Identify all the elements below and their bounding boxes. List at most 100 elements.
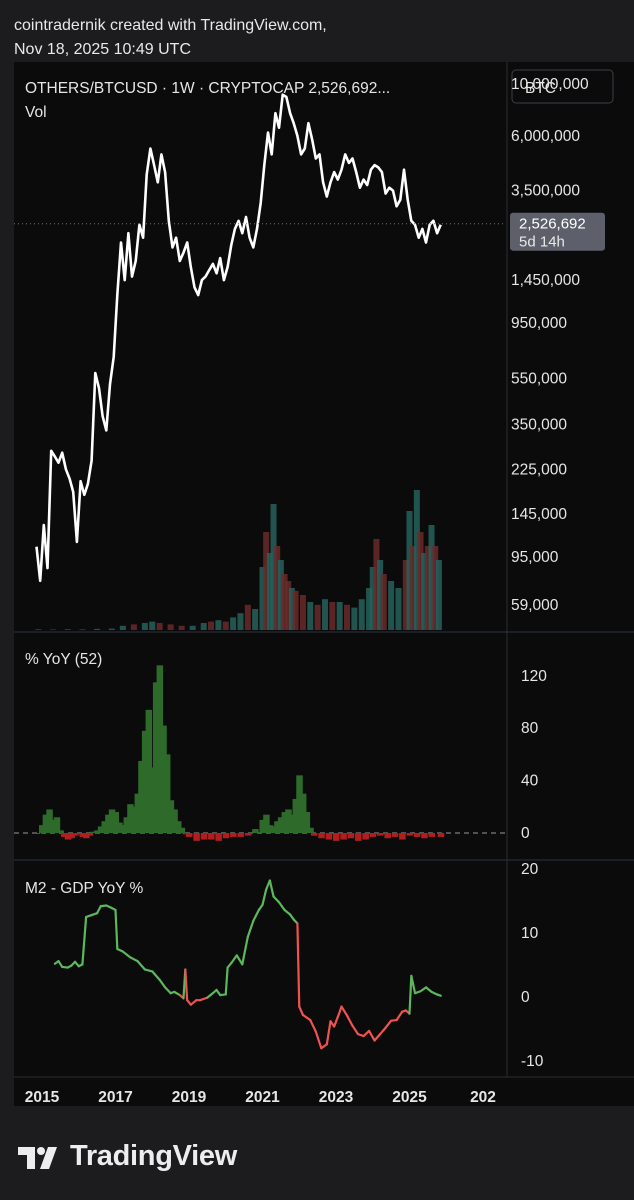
yoy-bar — [61, 833, 68, 837]
yoy-bar — [123, 817, 131, 833]
m2-gdp-line-segment — [408, 974, 413, 1015]
m2-gdp-line-segment — [198, 996, 209, 1002]
yoy-bar — [138, 760, 145, 833]
volume-bar — [141, 623, 148, 630]
price-axis-tick-label: 6,000,000 — [511, 128, 580, 145]
yoy-bar — [437, 833, 445, 837]
m2-gdp-line-segment — [261, 888, 268, 906]
yoy-bar — [193, 833, 200, 841]
yoy-bar — [53, 817, 61, 833]
time-axis-tick-label: 2025 — [392, 1089, 427, 1106]
price-axis-tick-label: 3,500,000 — [511, 183, 580, 200]
yoy-bar — [285, 809, 292, 833]
tradingview-logo-icon — [18, 1146, 57, 1169]
m2-gdp-line-segment — [320, 1043, 328, 1050]
volume-bar — [64, 629, 71, 630]
price-axis-tick-label: 225,000 — [511, 461, 567, 478]
yoy-bar — [178, 827, 186, 833]
yoy-bar — [292, 798, 300, 833]
yoy-bar — [296, 775, 303, 833]
m2-gdp-line-segment — [362, 1029, 371, 1038]
volume-bar — [281, 574, 288, 630]
m2-gdp-line-segment — [235, 954, 244, 966]
volume-bar — [35, 629, 42, 630]
m2-gdp-line-segment — [340, 1005, 349, 1017]
yoy-bar — [208, 833, 215, 840]
price-axis-tick-label: 10,000,000 — [511, 76, 589, 93]
yoy-bar — [94, 830, 101, 833]
yoy-bar — [42, 814, 50, 833]
volume-bar — [321, 599, 328, 630]
volume-bar — [79, 629, 86, 630]
yoy-bar — [86, 833, 94, 836]
time-axis-tick-label: 2019 — [172, 1089, 207, 1106]
volume-bar — [358, 599, 365, 630]
yoy-bar — [215, 833, 222, 841]
volume-bar — [351, 607, 358, 630]
yoy-bar — [333, 833, 340, 841]
m2-gdp-line-segment — [296, 922, 301, 1008]
volume-bar — [292, 590, 299, 630]
chart-container[interactable]: OTHERS/BTCUSD · 1W · CRYPTOCAP 2,526,692… — [14, 62, 634, 1106]
yoy-bar — [156, 665, 164, 833]
volume-bar — [252, 609, 259, 630]
m2-gdp-line-segment — [345, 1014, 354, 1027]
m2-axis-tick-label: 20 — [521, 861, 539, 878]
price-series-line[interactable] — [35, 93, 442, 583]
yoy-bar — [108, 809, 116, 833]
yoy-bar — [152, 682, 160, 833]
yoy-bar — [116, 822, 123, 833]
yoy-bar — [340, 833, 347, 840]
yoy-bar — [64, 833, 72, 840]
yoy-bar — [68, 833, 75, 839]
volume-bar — [299, 595, 306, 630]
tradingview-logo[interactable]: TradingView — [18, 1140, 237, 1173]
main-pane-title: OTHERS/BTCUSD · 1W · CRYPTOCAP 2,526,692… — [25, 80, 390, 97]
volume-bar — [410, 546, 417, 630]
yoy-bar — [90, 831, 97, 833]
volume-bar — [270, 504, 277, 630]
yoy-bar — [97, 826, 105, 833]
yoy-bar — [167, 800, 175, 833]
yoy-bar — [33, 833, 40, 834]
m2-gdp-line-segment — [184, 968, 189, 1002]
time-axis-tick-label: 2017 — [98, 1089, 132, 1106]
yoy-bar — [299, 793, 307, 833]
currency-button-label[interactable]: BTC — [525, 80, 556, 97]
m2-gdp-line-segment — [435, 993, 442, 997]
yoy-bar — [399, 833, 406, 840]
m2-gdp-line-segment — [283, 908, 292, 916]
m2-gdp-line-segment — [333, 1015, 339, 1028]
price-axis-tick-label: 59,000 — [511, 597, 559, 614]
volume-bar — [189, 625, 196, 630]
yoy-bar — [112, 812, 119, 833]
yoy-bar — [83, 833, 90, 839]
yoy-bar — [134, 793, 142, 833]
yoy-bar — [288, 814, 296, 833]
currency-button[interactable] — [511, 69, 614, 104]
volume-bar — [215, 620, 222, 630]
m2-gdp-line-segment — [298, 1005, 305, 1017]
chart-canvas[interactable]: OTHERS/BTCUSD · 1W · CRYPTOCAP 2,526,692… — [14, 62, 634, 1106]
volume-bar — [413, 490, 420, 630]
yoy-bar — [237, 833, 244, 837]
m2-gdp-line-segment — [189, 999, 198, 1006]
m2-gdp-line-segment — [384, 1019, 393, 1029]
attribution-line-author: cointradernik created with TradingView.c… — [14, 17, 327, 34]
yoy-bar — [355, 833, 362, 841]
m2-gdp-line-segment — [121, 950, 132, 959]
yoy-bar — [72, 833, 79, 836]
m2-gdp-line-segment — [81, 915, 88, 966]
yoy-bar — [377, 833, 384, 836]
yoy-bar — [325, 833, 333, 840]
volume-bar — [307, 602, 314, 630]
m2-axis-tick-label: 10 — [521, 925, 539, 942]
yoy-bar — [369, 833, 377, 837]
yoy-bar — [186, 833, 193, 837]
volume-bar — [417, 532, 424, 630]
m2-gdp-line-segment — [164, 986, 172, 995]
volume-bar — [329, 602, 336, 630]
volume-bar — [402, 560, 409, 630]
m2-gdp-line-segment — [151, 970, 161, 981]
yoy-bar — [75, 833, 83, 835]
